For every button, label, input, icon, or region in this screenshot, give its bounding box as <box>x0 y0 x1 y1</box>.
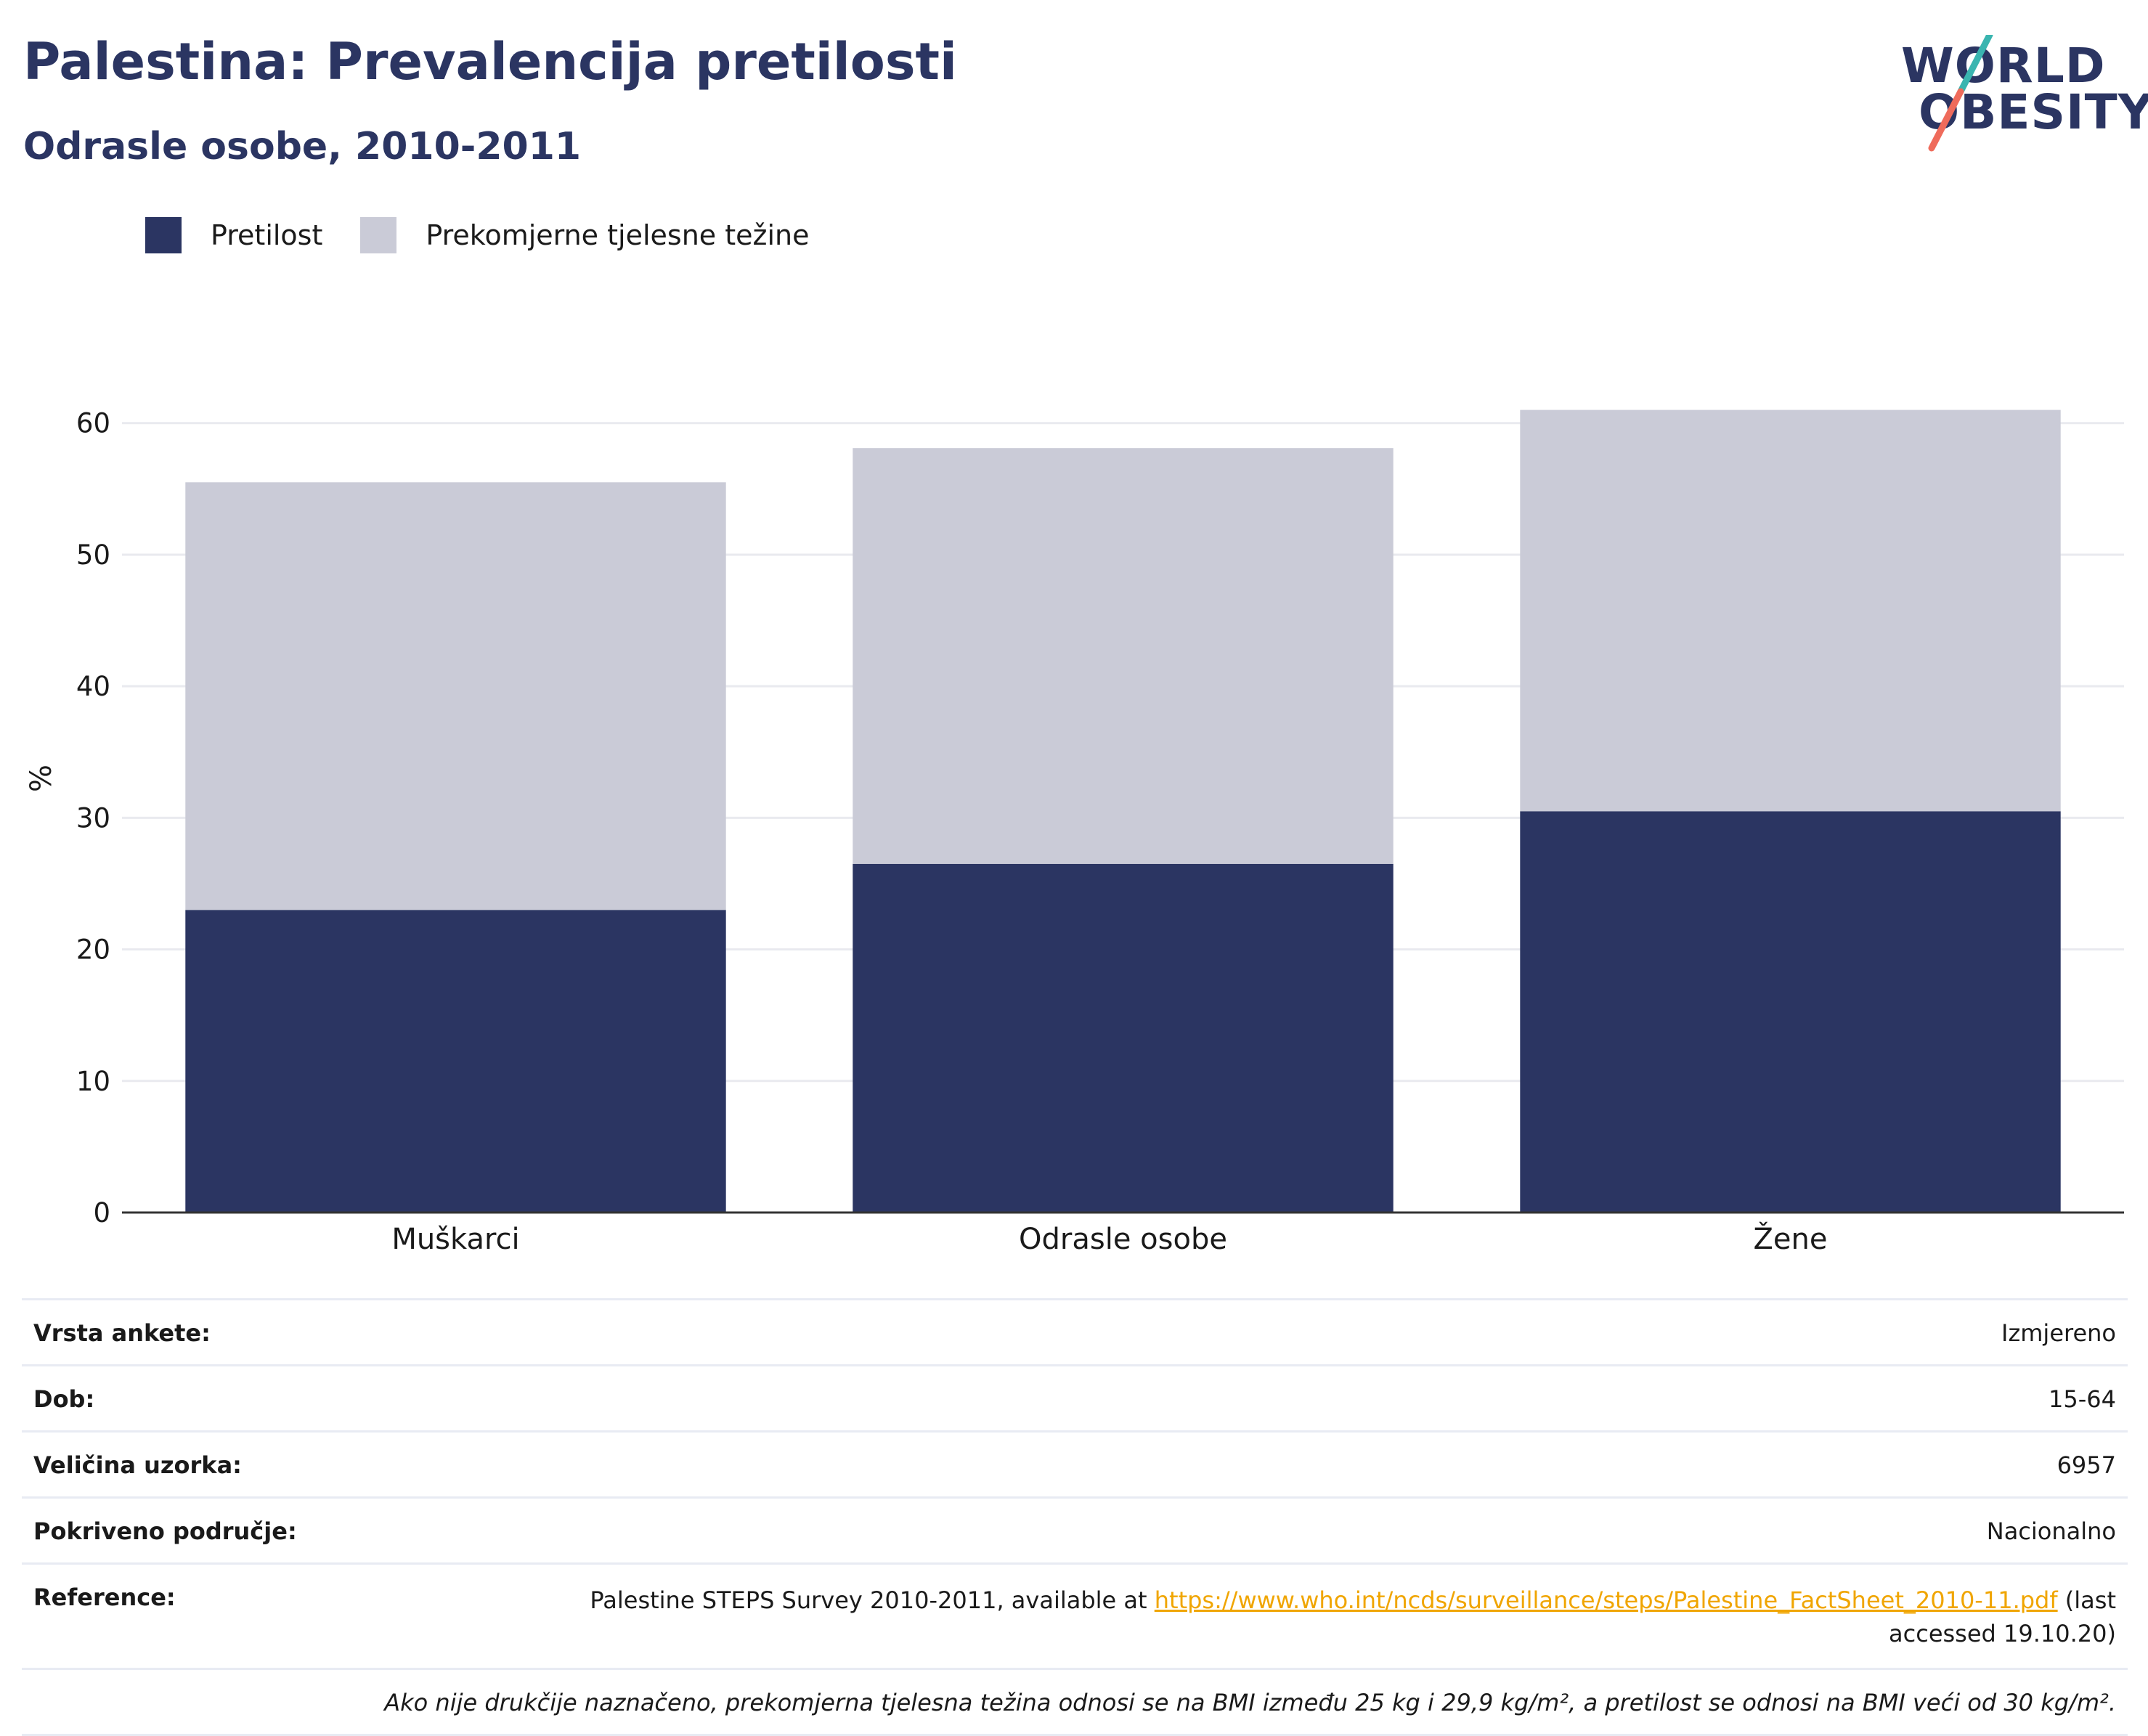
y-tick-label: 60 <box>76 408 110 439</box>
meta-row-coverage: Pokriveno područje: Nacionalno <box>22 1496 2128 1562</box>
reference-link[interactable]: https://www.who.int/ncds/surveillance/st… <box>1154 1586 2058 1614</box>
legend-item-obesity[interactable]: Pretilost <box>145 217 322 253</box>
legend-item-overweight[interactable]: Prekomjerne tjelesne težine <box>360 217 810 253</box>
meta-value-coverage: Nacionalno <box>1986 1517 2116 1545</box>
meta-key-sample-size: Veličina uzorka: <box>33 1451 242 1479</box>
x-tick-label: Odrasle osobe <box>1019 1223 1227 1256</box>
legend-swatch-obesity <box>145 217 182 253</box>
meta-row-age: Dob: 15-64 <box>22 1364 2128 1430</box>
meta-value-age: 15-64 <box>2049 1385 2116 1413</box>
logo-line1: WORLD <box>1901 38 2106 94</box>
x-tick-label: Žene <box>1754 1221 1828 1256</box>
bar-obesity <box>1520 811 2061 1213</box>
bar-overweight <box>1520 409 2061 812</box>
meta-value-sample-size: 6957 <box>2057 1451 2116 1479</box>
legend-swatch-overweight <box>360 217 397 253</box>
definition-note: Ako nije drukčije naznačeno, prekomjerna… <box>22 1668 2128 1736</box>
meta-value-survey-type: Izmjereno <box>2001 1319 2116 1347</box>
logo-slash-icon <box>1928 35 1993 152</box>
legend-label-overweight: Prekomjerne tjelesne težine <box>426 219 810 251</box>
meta-key-age: Dob: <box>33 1385 95 1413</box>
y-tick-label: 10 <box>76 1066 110 1097</box>
bar-overweight <box>853 448 1394 864</box>
bar-overweight <box>185 482 726 910</box>
chart-title: Palestina: Prevalencija pretilosti <box>23 32 958 91</box>
survey-metadata-table: Vrsta ankete: Izmjereno Dob: 15-64 Velič… <box>22 1298 2128 1736</box>
y-axis-title: % <box>25 765 58 792</box>
y-tick-label: 0 <box>93 1197 110 1228</box>
meta-key-coverage: Pokriveno područje: <box>33 1517 297 1545</box>
meta-key-reference: Reference: <box>33 1584 176 1611</box>
y-tick-label: 40 <box>76 671 110 702</box>
chart-subtitle: Odrasle osobe, 2010-2011 <box>23 125 582 168</box>
y-tick-label: 20 <box>76 934 110 966</box>
y-tick-label: 30 <box>76 802 110 834</box>
legend: Pretilost Prekomjerne tjelesne težine <box>145 215 847 256</box>
legend-label-obesity: Pretilost <box>211 219 323 251</box>
bar-obesity <box>185 910 726 1213</box>
meta-value-reference: Palestine STEPS Survey 2010-2011, availa… <box>518 1584 2116 1650</box>
reference-suffix: (last accessed 19.10.20) <box>1889 1586 2116 1647</box>
meta-row-survey-type: Vrsta ankete: Izmjereno <box>22 1298 2128 1364</box>
bar-obesity <box>853 863 1394 1213</box>
reference-text: Palestine STEPS Survey 2010-2011, availa… <box>590 1586 1155 1614</box>
y-tick-label: 50 <box>76 539 110 571</box>
meta-row-reference: Reference: Palestine STEPS Survey 2010-2… <box>22 1562 2128 1668</box>
x-tick-label: Muškarci <box>391 1223 519 1256</box>
meta-row-sample-size: Veličina uzorka: 6957 <box>22 1430 2128 1496</box>
world-obesity-logo: WORLD OBESITY <box>1888 35 2148 158</box>
meta-key-survey-type: Vrsta ankete: <box>33 1319 211 1347</box>
bar-chart: 0 10 20 30 40 50 60% Muškarci Odrasle osobe Žene <box>25 408 2124 1256</box>
